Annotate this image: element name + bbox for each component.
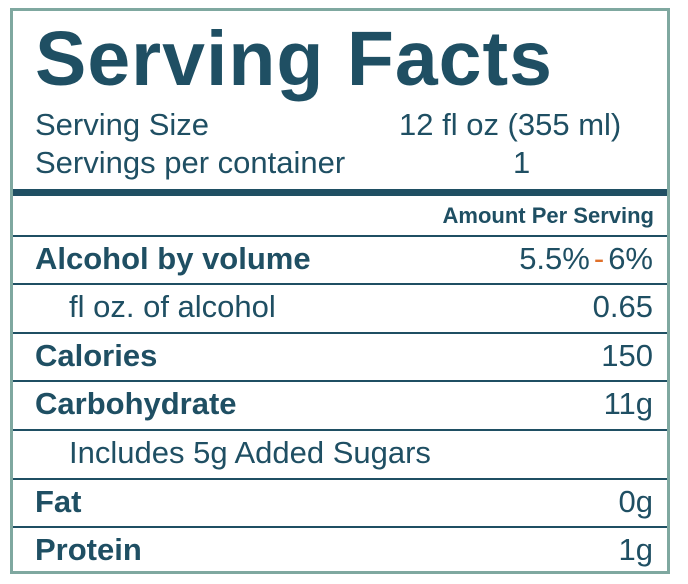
nutrient-value: 11g [603, 386, 653, 421]
nutrient-value: 150 [601, 338, 653, 373]
divider [13, 478, 667, 480]
servings-per-container-label: Servings per container [35, 145, 346, 180]
nutrient-name: Includes 5g Added Sugars [69, 435, 431, 470]
range-dash: - [593, 241, 605, 276]
nutrient-row-fat: Fat 0g [13, 480, 667, 524]
nutrient-value: 0.65 [592, 289, 653, 324]
nutrient-row-calories: Calories 150 [13, 334, 667, 378]
nutrient-value: 1g [618, 532, 653, 567]
nutrient-row-fl-oz-alcohol: fl oz. of alcohol 0.65 [13, 285, 667, 329]
nutrient-name: Carbohydrate [35, 386, 237, 421]
divider [13, 429, 667, 431]
nutrient-row-carbohydrate: Carbohydrate 11g [13, 382, 667, 426]
divider [13, 283, 667, 285]
abv-high: 6% [608, 241, 653, 276]
nutrient-row-protein: Protein 1g [13, 528, 667, 572]
serving-size-value: 12 fl oz (355 ml) [399, 107, 622, 142]
nutrient-name: Protein [35, 532, 142, 567]
nutrient-row-alcohol-by-volume: Alcohol by volume 5.5% -6% [13, 237, 667, 281]
divider [13, 235, 667, 237]
abv-low: 5.5% [519, 241, 590, 276]
nutrient-name: fl oz. of alcohol [69, 289, 276, 324]
nutrient-value: 5.5% -6% [519, 243, 653, 274]
label-title: Serving Facts [35, 16, 553, 102]
serving-size-label: Serving Size [35, 107, 210, 142]
serving-facts-label: Serving Facts Serving Size 12 fl oz (355… [10, 8, 670, 574]
nutrient-name: Alcohol by volume [35, 241, 311, 276]
thick-divider [13, 189, 667, 196]
nutrient-name: Calories [35, 338, 158, 373]
nutrient-row-added-sugars: Includes 5g Added Sugars [13, 431, 667, 475]
divider [13, 380, 667, 382]
nutrient-name: Fat [35, 484, 82, 519]
amount-per-serving-header: Amount Per Serving [442, 203, 654, 228]
nutrient-value: 0g [618, 484, 653, 519]
divider [13, 332, 667, 334]
divider [13, 526, 667, 528]
servings-per-container-value: 1 [513, 145, 531, 180]
